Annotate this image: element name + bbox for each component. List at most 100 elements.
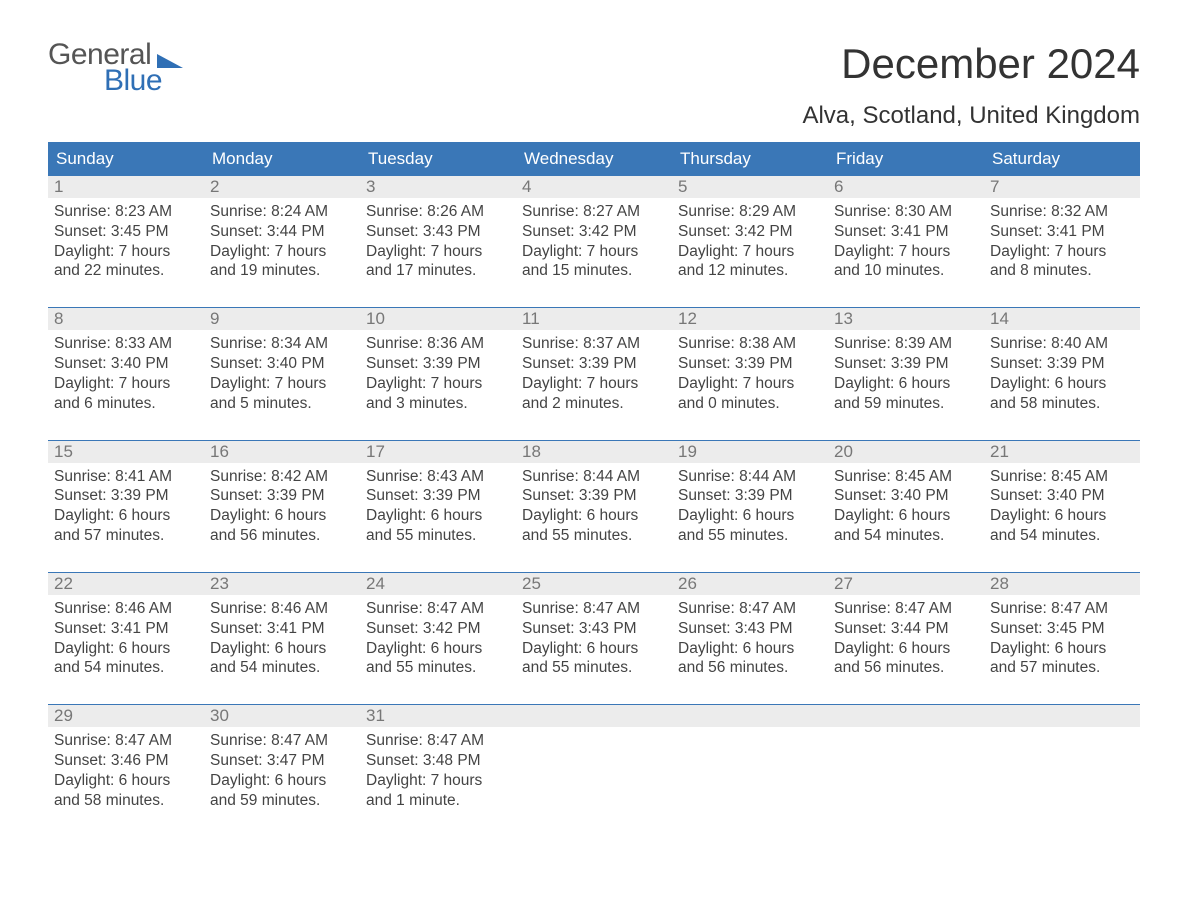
- sunset-text: Sunset: 3:39 PM: [366, 354, 510, 374]
- sunrise-text: Sunrise: 8:33 AM: [54, 334, 198, 354]
- daylight-text: Daylight: 6 hours: [210, 771, 354, 791]
- day-cell: Sunrise: 8:47 AMSunset: 3:42 PMDaylight:…: [360, 595, 516, 684]
- sunset-text: Sunset: 3:47 PM: [210, 751, 354, 771]
- calendar-week: 1234567Sunrise: 8:23 AMSunset: 3:45 PMDa…: [48, 175, 1140, 287]
- logo-word2: Blue: [104, 66, 183, 96]
- daylight-text: Daylight: 7 hours: [990, 242, 1134, 262]
- daylight-text: and 58 minutes.: [54, 791, 198, 811]
- sunset-text: Sunset: 3:45 PM: [990, 619, 1134, 639]
- sunrise-text: Sunrise: 8:45 AM: [834, 467, 978, 487]
- day-cell: Sunrise: 8:42 AMSunset: 3:39 PMDaylight:…: [204, 463, 360, 552]
- day-number: 24: [360, 573, 516, 595]
- day-cell: Sunrise: 8:46 AMSunset: 3:41 PMDaylight:…: [204, 595, 360, 684]
- daylight-text: Daylight: 7 hours: [54, 374, 198, 394]
- day-number: [672, 705, 828, 727]
- daylight-text: Daylight: 7 hours: [522, 242, 666, 262]
- day-number: 29: [48, 705, 204, 727]
- daylight-text: Daylight: 6 hours: [678, 639, 822, 659]
- daylight-text: Daylight: 6 hours: [54, 639, 198, 659]
- day-cell: Sunrise: 8:47 AMSunset: 3:43 PMDaylight:…: [672, 595, 828, 684]
- daylight-text: Daylight: 6 hours: [522, 506, 666, 526]
- sunset-text: Sunset: 3:42 PM: [366, 619, 510, 639]
- daylight-text: and 15 minutes.: [522, 261, 666, 281]
- sunset-text: Sunset: 3:41 PM: [990, 222, 1134, 242]
- sunset-text: Sunset: 3:43 PM: [366, 222, 510, 242]
- sunset-text: Sunset: 3:39 PM: [366, 486, 510, 506]
- sunrise-text: Sunrise: 8:23 AM: [54, 202, 198, 222]
- day-number: 14: [984, 308, 1140, 330]
- day-number: 26: [672, 573, 828, 595]
- day-number: 5: [672, 176, 828, 198]
- sunrise-text: Sunrise: 8:34 AM: [210, 334, 354, 354]
- day-number: 19: [672, 441, 828, 463]
- sunrise-text: Sunrise: 8:44 AM: [522, 467, 666, 487]
- sunrise-text: Sunrise: 8:47 AM: [366, 599, 510, 619]
- day-cell: Sunrise: 8:33 AMSunset: 3:40 PMDaylight:…: [48, 330, 204, 419]
- daylight-text: Daylight: 6 hours: [54, 771, 198, 791]
- daylight-text: and 55 minutes.: [366, 658, 510, 678]
- sunrise-text: Sunrise: 8:26 AM: [366, 202, 510, 222]
- day-number: 6: [828, 176, 984, 198]
- daylight-text: and 5 minutes.: [210, 394, 354, 414]
- daylight-text: Daylight: 6 hours: [990, 506, 1134, 526]
- daylight-text: and 59 minutes.: [210, 791, 354, 811]
- daylight-text: Daylight: 7 hours: [366, 242, 510, 262]
- daylight-text: Daylight: 6 hours: [210, 506, 354, 526]
- daylight-text: and 22 minutes.: [54, 261, 198, 281]
- week-number-row: 15161718192021: [48, 441, 1140, 463]
- day-cell: Sunrise: 8:41 AMSunset: 3:39 PMDaylight:…: [48, 463, 204, 552]
- daylight-text: and 58 minutes.: [990, 394, 1134, 414]
- dow-saturday: Saturday: [984, 144, 1140, 175]
- daylight-text: and 56 minutes.: [678, 658, 822, 678]
- calendar-week: 293031Sunrise: 8:47 AMSunset: 3:46 PMDay…: [48, 704, 1140, 816]
- day-cell: Sunrise: 8:38 AMSunset: 3:39 PMDaylight:…: [672, 330, 828, 419]
- day-cell: Sunrise: 8:39 AMSunset: 3:39 PMDaylight:…: [828, 330, 984, 419]
- sunrise-text: Sunrise: 8:43 AM: [366, 467, 510, 487]
- daylight-text: Daylight: 6 hours: [366, 506, 510, 526]
- day-cell: Sunrise: 8:44 AMSunset: 3:39 PMDaylight:…: [516, 463, 672, 552]
- sunset-text: Sunset: 3:39 PM: [678, 486, 822, 506]
- daylight-text: and 59 minutes.: [834, 394, 978, 414]
- day-cell: Sunrise: 8:47 AMSunset: 3:47 PMDaylight:…: [204, 727, 360, 816]
- sunrise-text: Sunrise: 8:36 AM: [366, 334, 510, 354]
- day-number: [984, 705, 1140, 727]
- day-cell: Sunrise: 8:37 AMSunset: 3:39 PMDaylight:…: [516, 330, 672, 419]
- daylight-text: and 8 minutes.: [990, 261, 1134, 281]
- header: General Blue December 2024 Alva, Scotlan…: [48, 40, 1140, 130]
- daylight-text: and 54 minutes.: [54, 658, 198, 678]
- day-number: 23: [204, 573, 360, 595]
- daylight-text: and 55 minutes.: [678, 526, 822, 546]
- day-number: 1: [48, 176, 204, 198]
- day-cell: Sunrise: 8:47 AMSunset: 3:48 PMDaylight:…: [360, 727, 516, 816]
- sunrise-text: Sunrise: 8:27 AM: [522, 202, 666, 222]
- page-title: December 2024: [802, 40, 1140, 88]
- day-cell: Sunrise: 8:45 AMSunset: 3:40 PMDaylight:…: [984, 463, 1140, 552]
- day-number: 21: [984, 441, 1140, 463]
- daylight-text: Daylight: 7 hours: [210, 242, 354, 262]
- day-number: 4: [516, 176, 672, 198]
- day-cell: Sunrise: 8:32 AMSunset: 3:41 PMDaylight:…: [984, 198, 1140, 287]
- daylight-text: Daylight: 7 hours: [366, 771, 510, 791]
- sunset-text: Sunset: 3:45 PM: [54, 222, 198, 242]
- sunset-text: Sunset: 3:39 PM: [678, 354, 822, 374]
- sunset-text: Sunset: 3:42 PM: [678, 222, 822, 242]
- sunrise-text: Sunrise: 8:39 AM: [834, 334, 978, 354]
- daylight-text: and 6 minutes.: [54, 394, 198, 414]
- sunset-text: Sunset: 3:39 PM: [210, 486, 354, 506]
- day-number: 7: [984, 176, 1140, 198]
- day-number: [516, 705, 672, 727]
- sunrise-text: Sunrise: 8:46 AM: [54, 599, 198, 619]
- sunset-text: Sunset: 3:41 PM: [54, 619, 198, 639]
- dow-tuesday: Tuesday: [360, 144, 516, 175]
- daylight-text: Daylight: 6 hours: [522, 639, 666, 659]
- day-number: 16: [204, 441, 360, 463]
- daylight-text: and 1 minute.: [366, 791, 510, 811]
- sunset-text: Sunset: 3:44 PM: [210, 222, 354, 242]
- sunset-text: Sunset: 3:39 PM: [522, 354, 666, 374]
- sunrise-text: Sunrise: 8:32 AM: [990, 202, 1134, 222]
- sunrise-text: Sunrise: 8:29 AM: [678, 202, 822, 222]
- location-subtitle: Alva, Scotland, United Kingdom: [802, 102, 1140, 130]
- daylight-text: Daylight: 6 hours: [678, 506, 822, 526]
- day-cell: Sunrise: 8:47 AMSunset: 3:46 PMDaylight:…: [48, 727, 204, 816]
- sunset-text: Sunset: 3:39 PM: [834, 354, 978, 374]
